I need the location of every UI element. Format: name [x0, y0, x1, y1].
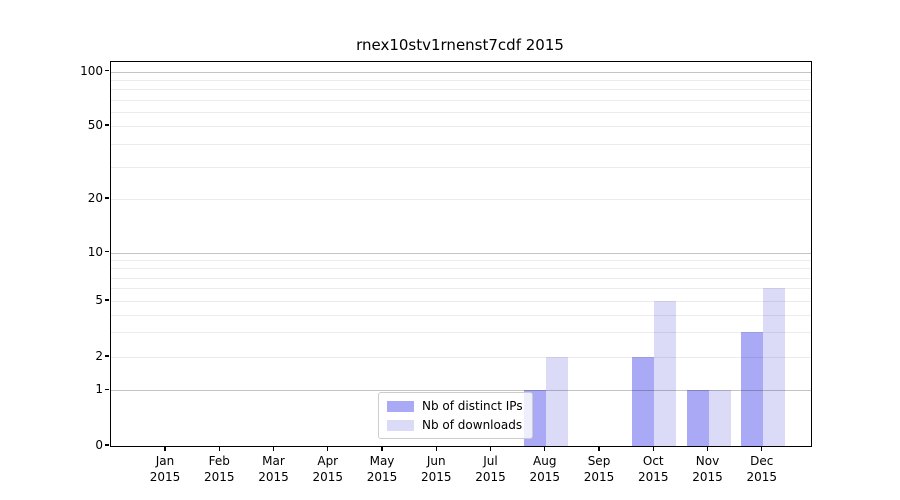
- x-tick-year: 2015: [637, 470, 669, 484]
- x-tick-year: 2015: [420, 470, 452, 484]
- y-axis-tick: [105, 70, 109, 72]
- bar: [632, 357, 655, 446]
- x-axis-tick-label: Jan 2015: [137, 453, 193, 485]
- y-axis-tick: [105, 355, 109, 357]
- x-axis-tick-label: Aug 2015: [517, 453, 573, 485]
- x-tick-month: Dec: [750, 454, 774, 468]
- y-axis-tick: [105, 251, 109, 253]
- y-axis-tick: [105, 388, 109, 390]
- x-axis-tick: [327, 446, 329, 451]
- y-axis-tick: [105, 299, 109, 301]
- x-tick-month: Jan: [155, 454, 175, 468]
- bar: [654, 301, 677, 446]
- x-tick-year: 2015: [692, 470, 723, 484]
- x-tick-month: Jul: [483, 454, 498, 468]
- x-tick-year: 2015: [366, 470, 398, 484]
- bar: [762, 288, 785, 446]
- x-axis-tick: [598, 446, 600, 451]
- legend-label: Nb of distinct IPs: [422, 399, 523, 413]
- x-tick-year: 2015: [746, 470, 778, 484]
- x-axis-tick: [544, 446, 546, 451]
- x-axis-tick-label: Mar 2015: [246, 453, 302, 485]
- x-tick-month: Apr: [317, 454, 339, 468]
- x-tick-year: 2015: [529, 470, 561, 484]
- y-axis-tick: [105, 124, 109, 126]
- x-tick-month: Sep: [587, 454, 611, 468]
- x-axis-tick: [652, 446, 654, 451]
- x-tick-year: 2015: [149, 470, 181, 484]
- y-axis-tick-label: 20: [87, 191, 103, 205]
- y-axis-tick: [105, 197, 109, 199]
- x-axis-tick-label: Jun 2015: [408, 453, 464, 485]
- x-tick-year: 2015: [312, 470, 344, 484]
- x-axis-tick-label: Sep 2015: [571, 453, 627, 485]
- x-tick-month: Oct: [642, 454, 664, 468]
- y-axis-tick-label: 2: [95, 349, 103, 363]
- x-axis-tick-label: May 2015: [354, 453, 410, 485]
- x-tick-month: Jun: [426, 454, 446, 468]
- bar: [708, 390, 731, 446]
- legend-swatch: [387, 400, 414, 412]
- x-tick-year: 2015: [203, 470, 235, 484]
- x-axis-tick-label: Dec 2015: [734, 453, 790, 485]
- y-axis-tick-label: 0: [95, 438, 103, 452]
- x-axis-tick-label: Apr 2015: [300, 453, 356, 485]
- x-axis-tick: [218, 446, 220, 451]
- x-tick-year: 2015: [475, 470, 506, 484]
- legend-item: Nb of distinct IPs: [387, 399, 523, 413]
- x-axis-tick: [761, 446, 763, 451]
- y-axis-tick-label: 5: [95, 293, 103, 307]
- bar: [545, 357, 568, 446]
- x-tick-month: May: [369, 454, 395, 468]
- plot-area: Nb of distinct IPs Nb of downloads: [110, 61, 812, 447]
- x-axis-tick-label: Nov 2015: [680, 453, 736, 485]
- x-tick-month: Mar: [262, 454, 285, 468]
- x-axis-tick-label: Jul 2015: [463, 453, 519, 485]
- x-tick-month: Nov: [695, 454, 720, 468]
- x-axis-tick: [489, 446, 492, 451]
- y-axis-tick: [105, 444, 109, 446]
- bar: [686, 390, 709, 446]
- legend: Nb of distinct IPs Nb of downloads: [378, 392, 533, 439]
- x-axis-tick: [706, 446, 709, 451]
- bars-layer: [111, 62, 811, 446]
- x-axis-tick-label: Oct 2015: [625, 453, 681, 485]
- legend-swatch: [387, 419, 414, 431]
- x-tick-year: 2015: [583, 470, 615, 484]
- legend-item: Nb of downloads: [387, 418, 523, 432]
- y-axis-tick-label: 100: [80, 63, 103, 78]
- x-axis-tick-label: Feb 2015: [191, 453, 247, 485]
- x-tick-year: 2015: [258, 470, 289, 484]
- y-axis-tick-label: 10: [87, 244, 103, 259]
- y-axis-tick-label: 50: [87, 118, 103, 132]
- x-axis-tick: [381, 446, 383, 451]
- x-axis-tick: [164, 446, 166, 451]
- x-tick-month: Aug: [533, 454, 557, 468]
- x-axis-tick: [435, 446, 437, 451]
- legend-label: Nb of downloads: [422, 418, 523, 432]
- chart-title: rnex10stv1rnenst7cdf 2015: [356, 36, 564, 54]
- x-axis-tick: [272, 446, 275, 451]
- bar: [740, 332, 763, 446]
- y-axis-tick-label: 1: [95, 382, 103, 397]
- x-tick-month: Feb: [208, 454, 230, 468]
